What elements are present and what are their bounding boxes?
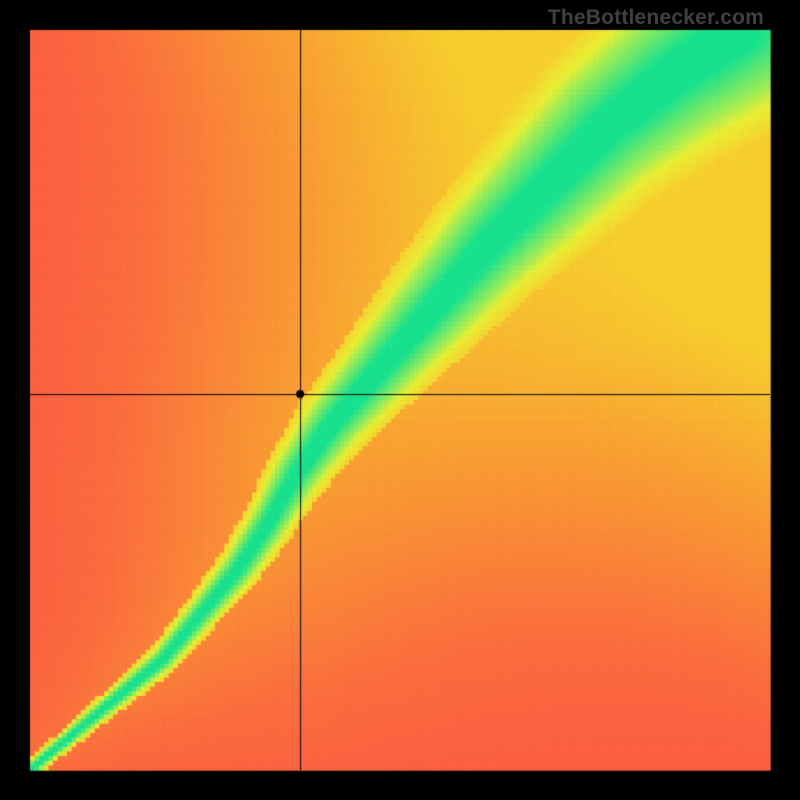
heatmap-canvas <box>0 0 800 800</box>
watermark-text: TheBottlenecker.com <box>548 6 764 30</box>
chart-container: TheBottlenecker.com <box>0 0 800 800</box>
